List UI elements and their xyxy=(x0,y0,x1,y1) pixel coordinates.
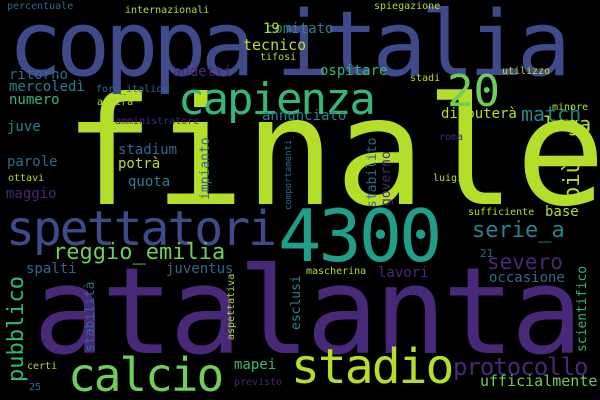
word-coppa: coppa xyxy=(8,0,255,97)
word-roma: roma xyxy=(439,132,464,143)
word-disputera: disputerà xyxy=(441,106,517,122)
word-parole: parole xyxy=(7,154,58,170)
word-ospitare: ospitare xyxy=(320,63,388,79)
word-numero: numero xyxy=(9,92,60,108)
word-impianto: impianto xyxy=(198,137,213,200)
word-luigi: luigi xyxy=(433,173,464,184)
word-governo: governo xyxy=(379,151,394,206)
word-reggio_emilia: reggio_emilia xyxy=(53,240,226,265)
word-comportamenti: comportamenti xyxy=(284,139,294,210)
word-protocollo: protocollo xyxy=(453,353,588,381)
word-tifosi: tifosi xyxy=(260,52,297,63)
word-utilizzo: utilizzo xyxy=(502,66,551,77)
word-stadium: stadium xyxy=(118,142,178,158)
word-aspettativa: aspettativa xyxy=(226,273,237,340)
word-percentuale: percentuale xyxy=(7,1,74,12)
word-amministratore: amministratore xyxy=(115,116,200,127)
word-ufficialmente: ufficialmente xyxy=(480,372,598,390)
word-match: match xyxy=(521,102,582,126)
word-maggio: maggio xyxy=(6,186,57,202)
word-italia: italia xyxy=(276,0,571,97)
word-ottavi: ottavi xyxy=(8,173,45,184)
word-potra: potrà xyxy=(118,156,161,172)
word-ritorno: ritorno xyxy=(9,67,69,83)
word-serie_a: serie_a xyxy=(472,218,565,243)
word-juventus: juventus xyxy=(166,261,234,277)
word-20: 20 xyxy=(447,66,500,117)
word-occasione: occasione xyxy=(489,270,565,286)
word-foro_italico: foro_italico xyxy=(96,84,169,95)
word-piu: più xyxy=(560,160,585,200)
word-spiegazione: spiegazione xyxy=(374,1,441,12)
word-stabilita: stabilità xyxy=(83,281,98,352)
word-lega: lega xyxy=(543,112,592,136)
word-21: 21 xyxy=(480,247,494,260)
word-19: 19 xyxy=(263,21,280,37)
word-mapei: mapei xyxy=(234,357,277,373)
word-tecnico: tecnico xyxy=(243,36,307,54)
word-mascherina: mascherina xyxy=(306,266,367,277)
word-addetti: addetti xyxy=(173,64,233,80)
word-stadio: stadio xyxy=(291,339,454,395)
word-esclusi: esclusi xyxy=(289,275,304,330)
word-calcio: calcio xyxy=(68,348,224,400)
word-minore: minore xyxy=(552,102,589,113)
word-sufficiente: sufficiente xyxy=(468,207,535,218)
word-annunciato: annunciato xyxy=(262,108,347,124)
word-capienza: capienza xyxy=(178,74,376,125)
word-scientifico: scientifico xyxy=(575,265,590,352)
word-severo: severo xyxy=(487,250,563,274)
word-finale: finale xyxy=(64,66,600,240)
word-spettatori: spettatori xyxy=(6,201,277,257)
word-stabilito: stabilito xyxy=(365,137,380,208)
word-spalti: spalti xyxy=(26,261,77,277)
word-quota: quota xyxy=(128,174,171,190)
word-lavori: lavori xyxy=(378,265,429,281)
word-base: base xyxy=(545,204,579,220)
word-25: 25 xyxy=(29,382,42,393)
word-pubblico: pubblico xyxy=(4,276,29,382)
word-stadi: stadi xyxy=(410,73,441,84)
word-previsto: previsto xyxy=(234,377,283,388)
word-atalanta: atalanta xyxy=(33,243,583,382)
word-aprira: aprirà xyxy=(97,97,134,108)
word-internazionali: internazionali xyxy=(125,5,210,16)
word-mercoledi: mercoledì xyxy=(9,79,85,95)
word-juve: juve xyxy=(7,119,41,135)
word-comitato: comitato xyxy=(266,21,334,37)
word-certi: certi xyxy=(27,361,58,372)
word-4300: 4300 xyxy=(278,194,442,278)
